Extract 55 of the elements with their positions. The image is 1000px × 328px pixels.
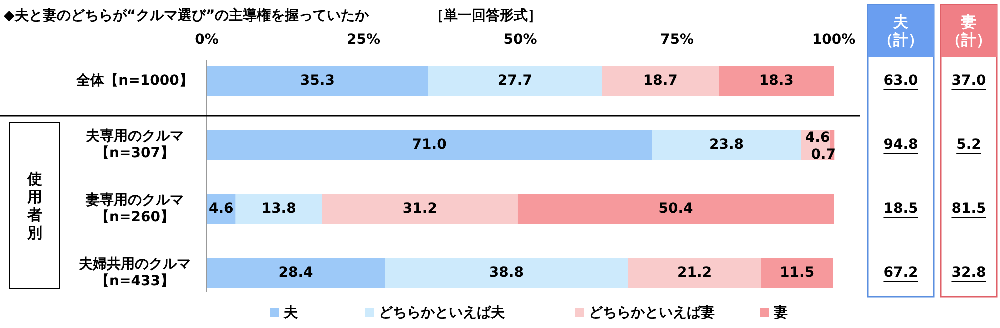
- legend-label: どちらかといえば夫: [379, 305, 506, 321]
- y-tick-label: 全体【n=1000】: [76, 73, 194, 89]
- data-label: 4.6: [805, 130, 830, 146]
- text: 18.5: [884, 201, 918, 217]
- text: 使用者別: [26, 170, 42, 242]
- legend-label: 夫: [283, 305, 299, 321]
- y-tick-label: 夫婦共用のクルマ【n=433】: [78, 256, 191, 290]
- text: 32.8: [952, 265, 986, 281]
- text: 37.0: [952, 73, 987, 89]
- text: 63.0: [884, 73, 919, 89]
- data-label: 23.8: [710, 137, 744, 153]
- data-label: 35.3: [300, 73, 335, 89]
- bar: [652, 130, 802, 160]
- bar: [207, 258, 386, 288]
- data-label: 27.7: [498, 73, 532, 89]
- bar: [236, 194, 322, 224]
- data-label: 38.8: [489, 265, 524, 281]
- data-label: 11.5: [780, 265, 815, 281]
- x-tick-label: 100%: [812, 32, 856, 48]
- data-label: 71.0: [412, 137, 448, 153]
- legend-label: どちらかといえば妻: [589, 305, 715, 321]
- bar: [518, 194, 834, 224]
- data-label: 18.3: [759, 73, 794, 89]
- bar: [322, 194, 518, 224]
- text: 5.2: [956, 137, 982, 153]
- data-label: 18.7: [643, 73, 678, 89]
- data-label: 4.6: [209, 201, 234, 217]
- text: 夫（計）: [878, 13, 924, 49]
- bar: [628, 258, 762, 288]
- chart-subtitle: ［単一回答形式］: [430, 8, 542, 24]
- bar: [207, 66, 428, 96]
- chart-title: ◆夫と妻のどちらが“クルマ選び”の主導権を握っていたか: [4, 7, 370, 24]
- bar: [207, 130, 652, 160]
- legend-label: 妻: [773, 305, 788, 321]
- text: 妻（計）: [946, 13, 992, 49]
- data-label: 31.2: [402, 201, 438, 217]
- data-label: 21.2: [678, 265, 712, 281]
- x-tick-label: 50%: [504, 32, 538, 48]
- text: 67.2: [884, 265, 918, 281]
- text: 94.8: [884, 137, 918, 153]
- bar: [761, 258, 834, 288]
- x-tick-label: 25%: [346, 32, 381, 48]
- x-tick-label: 0%: [195, 32, 219, 48]
- text: 81.5: [952, 201, 986, 217]
- bar: [602, 66, 720, 96]
- data-label: 50.4: [658, 201, 694, 217]
- x-tick-label: 75%: [660, 32, 694, 48]
- data-label: 0.7: [811, 147, 836, 163]
- data-label: 28.4: [278, 265, 314, 281]
- bar: [428, 66, 602, 96]
- y-tick-label: 妻専用のクルマ【n=260】: [85, 192, 184, 226]
- bar: [385, 258, 628, 288]
- data-label: 13.8: [262, 201, 296, 217]
- bar: [719, 66, 834, 96]
- y-tick-label: 夫専用のクルマ【n=307】: [85, 128, 184, 162]
